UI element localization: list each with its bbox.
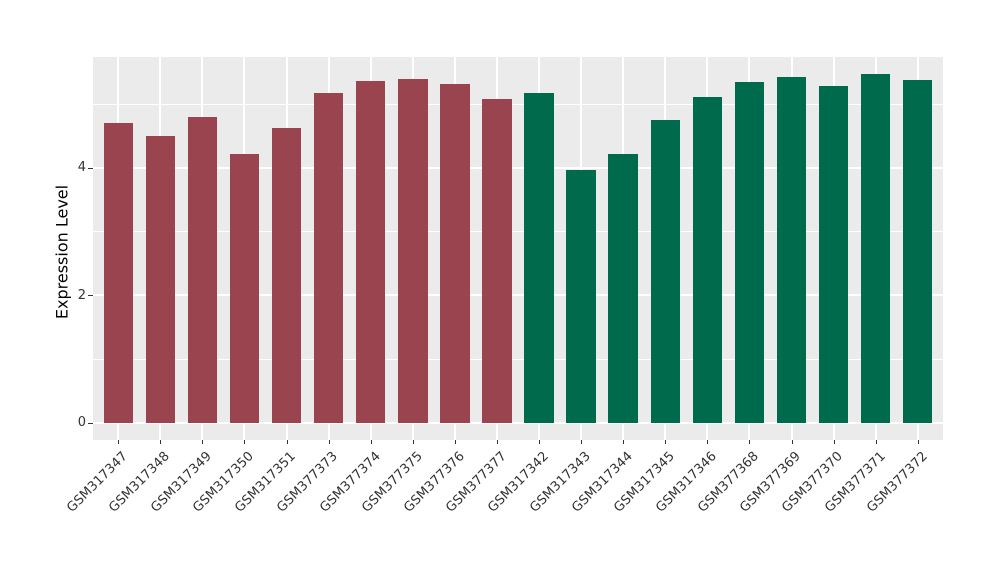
y-tick-label: 4 <box>77 160 86 176</box>
gridline-minor <box>93 358 943 360</box>
bar-GSM317350 <box>229 153 260 423</box>
x-tick-mark <box>581 440 583 444</box>
x-tick-mark <box>370 440 372 444</box>
x-tick-mark <box>707 440 709 444</box>
bar-GSM377368 <box>734 81 765 423</box>
x-tick-mark <box>665 440 667 444</box>
x-tick-mark <box>496 440 498 444</box>
bar-GSM377373 <box>313 92 344 423</box>
y-tick-mark <box>88 422 93 424</box>
x-tick-mark <box>623 440 625 444</box>
chart-panel <box>93 57 943 440</box>
gridline-major <box>93 166 943 169</box>
x-tick-mark <box>539 440 541 444</box>
x-tick-mark <box>412 440 414 444</box>
x-tick-mark <box>875 440 877 444</box>
x-tick-mark <box>118 440 120 444</box>
bar-GSM377375 <box>398 78 428 423</box>
x-tick-mark <box>454 440 456 444</box>
y-tick-mark <box>88 295 93 297</box>
gridline-major <box>93 294 943 297</box>
x-tick-mark <box>202 440 204 444</box>
bar-GSM317345 <box>650 120 680 423</box>
bar-GSM377369 <box>776 76 807 423</box>
x-tick-mark <box>791 440 793 444</box>
x-tick-mark <box>160 440 162 444</box>
y-tick-label: 0 <box>77 415 86 431</box>
gridline-minor <box>93 103 943 105</box>
y-tick-mark <box>88 167 93 169</box>
bar-GSM377370 <box>818 85 849 423</box>
bar-GSM377376 <box>440 83 470 423</box>
bar-GSM317344 <box>608 153 638 423</box>
bar-GSM377374 <box>355 81 386 423</box>
x-tick-mark <box>749 440 751 444</box>
bar-GSM377377 <box>482 99 512 423</box>
bar-GSM377371 <box>860 74 891 423</box>
bar-GSM317348 <box>145 136 176 423</box>
x-tick-mark <box>286 440 288 444</box>
y-tick-label: 2 <box>77 287 86 303</box>
bar-GSM317342 <box>524 93 554 423</box>
bar-GSM377372 <box>903 79 933 423</box>
bar-GSM317351 <box>271 128 302 423</box>
bar-GSM317343 <box>566 169 596 423</box>
bar-GSM317346 <box>692 97 723 423</box>
bar-GSM317347 <box>103 122 133 423</box>
bar-GSM317349 <box>187 116 218 423</box>
x-tick-mark <box>833 440 835 444</box>
gridline-minor <box>93 231 943 233</box>
gridline-major <box>93 421 943 424</box>
x-tick-mark <box>328 440 330 444</box>
x-tick-mark <box>244 440 246 444</box>
x-tick-mark <box>917 440 919 444</box>
